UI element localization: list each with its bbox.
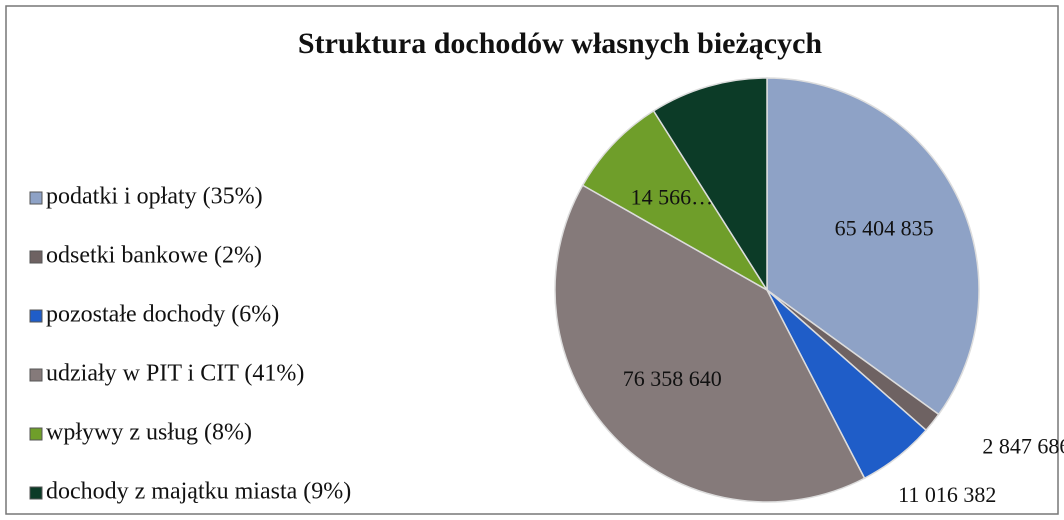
legend-swatch [29,191,43,205]
data-label: 2 847 686 [982,433,1064,458]
data-label: 65 404 835 [835,215,934,240]
legend-swatch [29,486,43,500]
pie-slice [652,77,768,293]
pie-slice [581,109,768,291]
legend-label: dochody z majątku miasta (9%) [46,479,351,505]
pie-slice [554,184,866,503]
legend-label: udziały w PIT i CIT (41%) [46,361,304,387]
data-label: 11 016 382 [898,482,996,507]
data-label: 14 566… [631,184,714,209]
legend-label: podatki i opłaty (35%) [46,184,263,210]
legend-swatch [29,250,43,264]
pie-slice [766,77,980,416]
legend-swatch [29,309,43,323]
legend-swatch [29,368,43,382]
legend-label: odsetki bankowe (2%) [46,243,262,269]
legend-label: wpływy z usług (8%) [46,420,252,446]
legend-swatch [29,427,43,441]
data-label: 76 358 640 [623,366,722,391]
chart-title: Struktura dochodów własnych bieżących [298,27,823,60]
legend-label: pozostałe dochody (6%) [46,302,279,328]
